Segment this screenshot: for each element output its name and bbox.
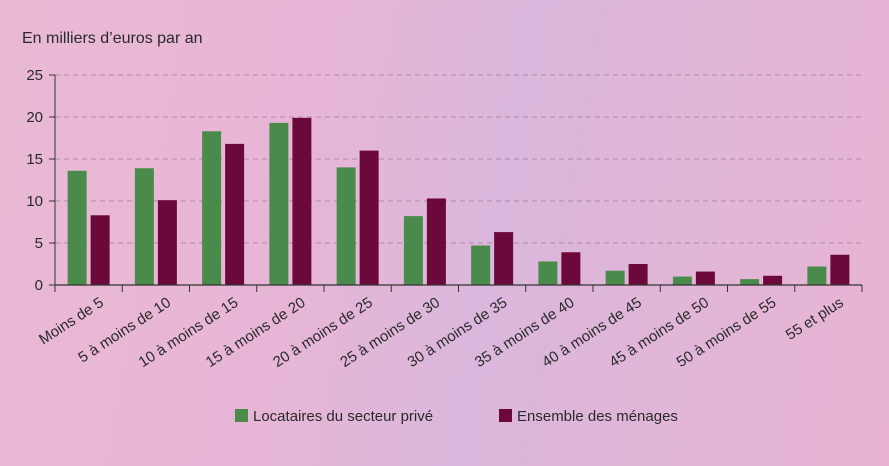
bar-locataires-6 <box>471 245 491 285</box>
bar-locataires-1 <box>134 168 154 285</box>
bar-ensemble-5 <box>426 198 446 285</box>
bars <box>67 117 850 285</box>
bar-locataires-8 <box>605 270 625 285</box>
bar-locataires-3 <box>269 122 289 285</box>
bar-ensemble-6 <box>494 232 514 285</box>
bar-ensemble-1 <box>157 200 177 285</box>
bar-ensemble-11 <box>830 254 850 285</box>
bar-ensemble-10 <box>763 275 783 285</box>
bar-ensemble-8 <box>628 264 648 285</box>
y-tick-label: 0 <box>35 277 43 294</box>
bar-ensemble-0 <box>90 215 110 285</box>
legend-label-locataires: Locataires du secteur privé <box>253 408 433 425</box>
bar-locataires-4 <box>336 167 356 285</box>
legend-label-ensemble: Ensemble des ménages <box>517 408 678 425</box>
legend-swatch-ensemble <box>499 409 512 422</box>
x-tick-label: 55 et plus <box>783 294 847 344</box>
bar-ensemble-3 <box>292 117 312 285</box>
y-axis-ticks: 0 5 10 15 20 25 <box>26 67 55 294</box>
bar-ensemble-4 <box>359 150 379 285</box>
bar-ensemble-7 <box>561 252 581 285</box>
bar-ensemble-2 <box>225 143 245 285</box>
bar-locataires-2 <box>202 131 222 285</box>
y-tick-label: 10 <box>26 193 43 210</box>
legend-swatch-locataires <box>235 409 248 422</box>
bar-locataires-7 <box>538 261 558 285</box>
legend: Locataires du secteur privé Ensemble des … <box>235 408 678 425</box>
bar-ensemble-9 <box>695 271 715 285</box>
bar-locataires-10 <box>740 279 760 285</box>
y-tick-label: 15 <box>26 151 43 168</box>
bar-locataires-0 <box>67 170 87 285</box>
y-tick-label: 5 <box>35 235 43 252</box>
y-tick-label: 20 <box>26 109 43 126</box>
bar-locataires-11 <box>807 266 827 285</box>
y-axis-label: En milliers d’euros par an <box>22 30 203 47</box>
y-tick-label: 25 <box>26 67 43 84</box>
bar-locataires-5 <box>403 216 423 285</box>
bar-locataires-9 <box>672 276 692 285</box>
